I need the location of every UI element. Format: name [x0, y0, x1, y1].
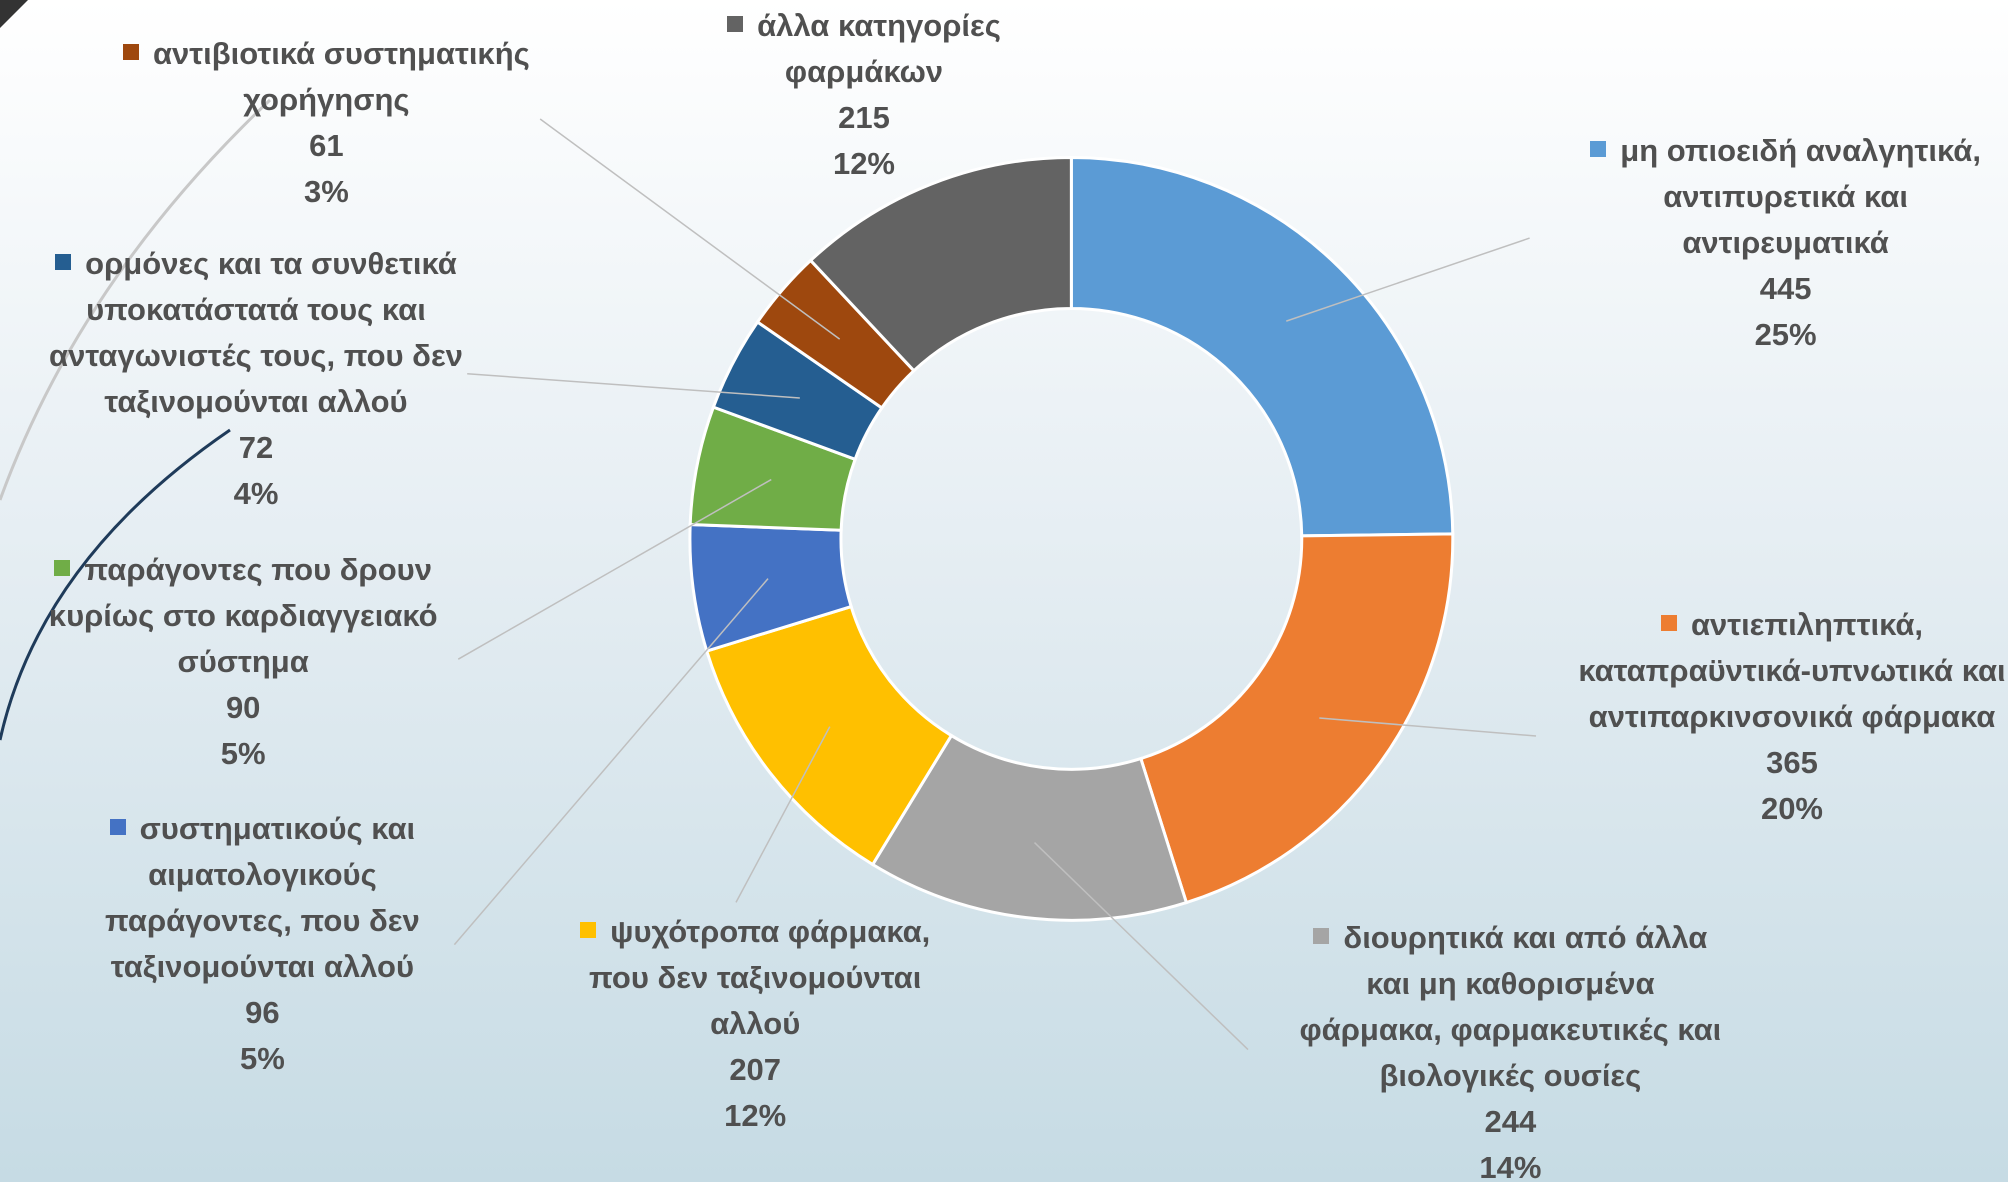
label-line: 25% — [1574, 312, 1996, 358]
leader-line — [467, 373, 800, 399]
leader-line — [1319, 717, 1537, 737]
legend-marker — [123, 43, 139, 60]
label-line: μη οπιοειδή αναλγητικά, αντιπυρετικά και… — [1574, 128, 1996, 266]
label-text: παράγοντες που δρουν κυρίως στο καρδιαγγ… — [48, 551, 438, 679]
label-line: 20% — [1574, 786, 2008, 832]
legend-marker — [1313, 928, 1330, 945]
decor-corner — [0, 0, 28, 28]
label-text: αντιβιοτικά συστηματικής χορήγησης — [153, 35, 530, 117]
label-text: άλλα κατηγορίες φαρμάκων — [757, 7, 1001, 89]
label-text: διουρητικά και από άλλα και μη καθορισμέ… — [1299, 920, 1722, 1094]
data-label: διουρητικά και από άλλα και μη καθορισμέ… — [1293, 915, 1728, 1182]
donut-slice — [1138, 532, 1455, 905]
label-line: αντιβιοτικά συστηματικής χορήγησης — [102, 31, 550, 123]
label-line: 61 — [102, 123, 550, 169]
label-line: 3% — [102, 169, 550, 215]
legend-marker — [54, 559, 71, 576]
label-text: 72 — [238, 429, 274, 465]
label-text: 14% — [1479, 1150, 1542, 1182]
data-label: αντιεπιληπτικά, καταπραϋντικά-υπνωτικά κ… — [1574, 602, 2008, 832]
decor-curve — [0, 98, 272, 501]
label-text: συστηματικούς και αιματολογικούς παράγον… — [105, 811, 420, 985]
label-line: ορμόνες και τα συνθετικά υποκατάστατά το… — [38, 241, 473, 425]
label-text: 5% — [239, 1041, 285, 1077]
label-line: 365 — [1574, 740, 2008, 786]
label-line: 96 — [70, 990, 454, 1036]
label-text: 365 — [1766, 744, 1818, 780]
label-text: 215 — [838, 99, 890, 135]
leader-line — [539, 118, 841, 340]
leader-line — [453, 578, 769, 946]
donut-slice — [870, 733, 1189, 922]
data-label: μη οπιοειδή αναλγητικά, αντιπυρετικά και… — [1574, 128, 1996, 358]
label-text: 25% — [1754, 317, 1817, 352]
label-text: 12% — [832, 145, 895, 181]
label-line: 4% — [38, 471, 473, 517]
legend-marker — [1660, 614, 1677, 631]
label-line: 12% — [550, 1093, 960, 1139]
leader-line — [1033, 842, 1249, 1051]
label-text: 96 — [245, 995, 280, 1031]
data-label: συστηματικούς και αιματολογικούς παράγον… — [70, 806, 454, 1082]
label-line: 5% — [70, 1036, 454, 1082]
label-line: 244 — [1293, 1099, 1728, 1145]
label-line: διουρητικά και από άλλα και μη καθορισμέ… — [1293, 915, 1728, 1099]
label-line: παράγοντες που δρουν κυρίως στο καρδιαγγ… — [38, 547, 448, 685]
legend-marker — [1590, 141, 1607, 157]
label-line: 90 — [38, 685, 448, 731]
leader-line — [457, 478, 772, 660]
legend-marker — [580, 921, 597, 938]
legend-marker — [727, 15, 744, 32]
data-label: άλλα κατηγορίες φαρμάκων 215 12% — [678, 3, 1049, 187]
donut-slice — [808, 155, 1073, 373]
decor-curve — [0, 428, 231, 741]
label-text: 61 — [309, 127, 344, 163]
label-text: 20% — [1760, 790, 1823, 826]
data-label: ορμόνες και τα συνθετικά υποκατάστατά το… — [38, 241, 473, 517]
label-text: 3% — [303, 173, 349, 209]
legend-marker — [55, 253, 72, 270]
label-text: αντιεπιληπτικά, καταπραϋντικά-υπνωτικά κ… — [1578, 606, 2006, 734]
label-text: ψυχότροπα φάρμακα, που δεν ταξινομούνται… — [589, 913, 931, 1041]
label-text: 12% — [724, 1097, 787, 1133]
label-line: αντιεπιληπτικά, καταπραϋντικά-υπνωτικά κ… — [1574, 602, 2008, 740]
label-line: 14% — [1293, 1145, 1728, 1182]
label-line: άλλα κατηγορίες φαρμάκων — [678, 3, 1049, 95]
label-line: 72 — [38, 425, 473, 471]
label-text: 90 — [225, 689, 261, 725]
donut-slice — [1069, 155, 1455, 538]
leader-line — [1286, 237, 1530, 322]
leader-line — [735, 726, 831, 903]
label-line: 445 — [1574, 266, 1996, 312]
label-line: 207 — [550, 1047, 960, 1093]
label-text: μη οπιοειδή αναλγητικά, αντιπυρετικά και… — [1620, 133, 1981, 260]
legend-marker — [109, 819, 126, 836]
label-line: συστηματικούς και αιματολογικούς παράγον… — [70, 806, 454, 990]
label-line: ψυχότροπα φάρμακα, που δεν ταξινομούνται… — [550, 909, 960, 1047]
label-line: 5% — [38, 731, 448, 777]
label-text: 244 — [1484, 1104, 1537, 1140]
label-text: 445 — [1759, 271, 1812, 306]
data-label: αντιβιοτικά συστηματικής χορήγησης 61 3% — [102, 31, 550, 215]
label-line: 215 — [678, 95, 1049, 141]
label-text: 5% — [220, 735, 266, 771]
data-label: παράγοντες που δρουν κυρίως στο καρδιαγγ… — [38, 547, 448, 777]
label-text: 207 — [729, 1051, 782, 1087]
label-text: ορμόνες και τα συνθετικά υποκατάστατά το… — [49, 245, 463, 419]
label-line: 12% — [678, 141, 1049, 187]
data-label: ψυχότροπα φάρμακα, που δεν ταξινομούνται… — [550, 909, 960, 1139]
label-text: 4% — [233, 475, 279, 511]
